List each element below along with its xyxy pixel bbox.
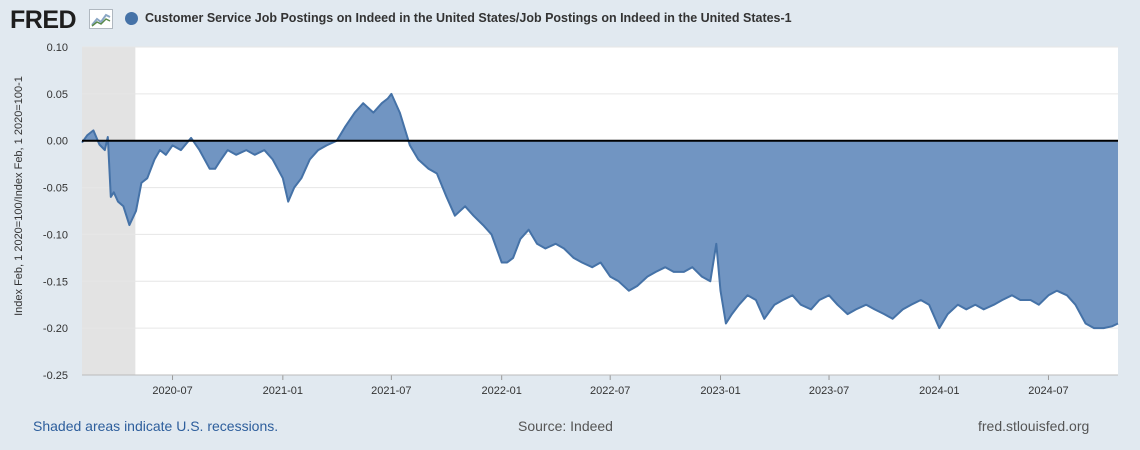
recession-note: Shaded areas indicate U.S. recessions. (33, 418, 279, 434)
fred-logo[interactable]: FRED (10, 6, 77, 34)
graph-logo-icon (89, 9, 113, 29)
y-tick-label: -0.25 (43, 370, 68, 382)
site-link[interactable]: fred.stlouisfed.org (978, 418, 1090, 434)
x-tick-label: 2023-01 (700, 385, 740, 397)
y-tick-label: -0.15 (43, 276, 68, 288)
series-area (82, 93, 1118, 329)
series-line (81, 92, 1119, 330)
source-text: Source: Indeed (518, 418, 613, 434)
x-tick-label: 2021-07 (371, 385, 411, 397)
y-tick-label: -0.20 (43, 323, 68, 335)
chart-title: Customer Service Job Postings on Indeed … (145, 11, 792, 25)
y-tick-label: -0.10 (43, 229, 68, 241)
x-tick-label: 2022-01 (481, 385, 521, 397)
y-tick-label: 0.10 (47, 42, 68, 54)
y-tick-label: -0.05 (43, 183, 68, 195)
legend-marker (125, 12, 138, 25)
x-tick-label: 2022-07 (590, 385, 630, 397)
y-tick-label: 0.05 (47, 89, 68, 101)
x-tick-label: 2024-01 (919, 385, 959, 397)
y-tick-label: 0.00 (47, 136, 68, 148)
chart-header: FRED Customer Service Job Postings on In… (0, 0, 1140, 40)
x-tick-label: 2023-07 (809, 385, 849, 397)
chart-plot[interactable]: 0.10 0.05 0.00 -0.05 -0.10 -0.15 -0.20 -0.25 202… (0, 0, 1140, 410)
x-tick-label: 2024-07 (1028, 385, 1068, 397)
x-tick-label: 2021-01 (263, 385, 303, 397)
x-tick-label: 2020-07 (152, 385, 192, 397)
